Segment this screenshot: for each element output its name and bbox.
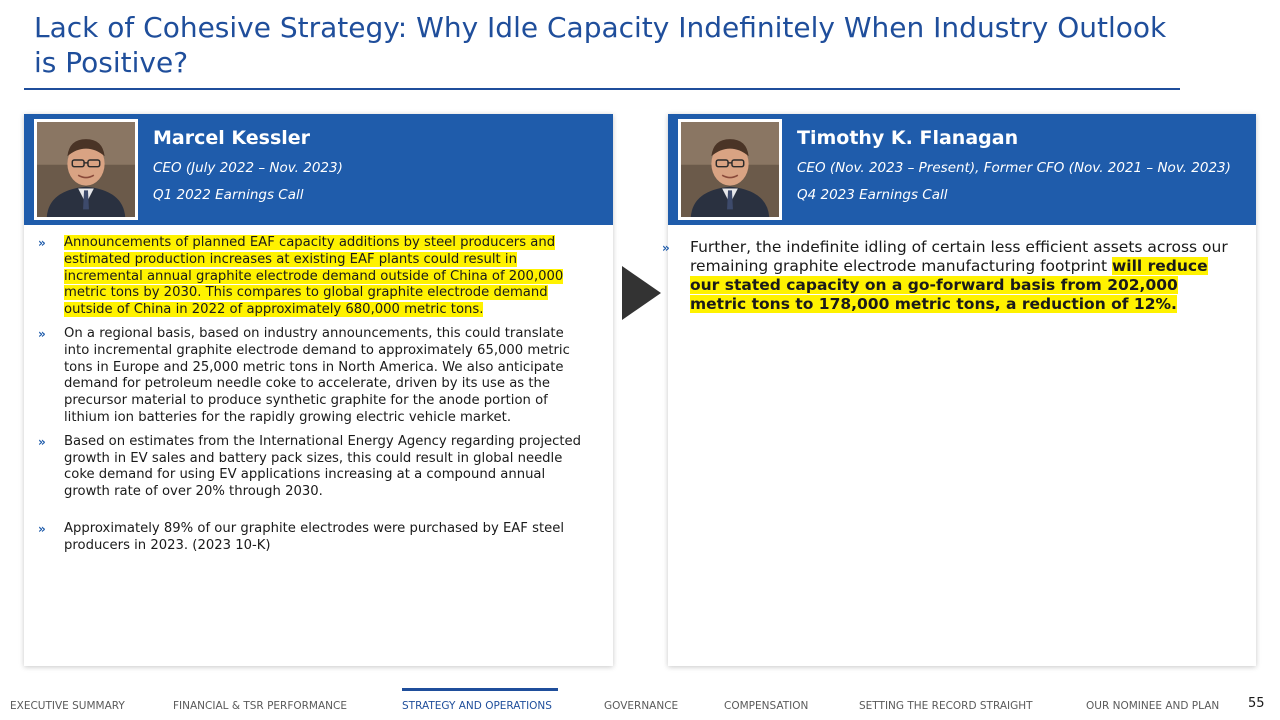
bullet-marker-icon: » <box>38 326 46 341</box>
bullet-marker-icon: » <box>38 521 46 536</box>
bullet-list-kessler: » Announcements of planned EAF capacity … <box>24 235 613 562</box>
list-item: » Further, the indefinite idling of cert… <box>662 238 1236 314</box>
bullet-list-flanagan: » Further, the indefinite idling of cert… <box>662 238 1256 321</box>
page-title: Lack of Cohesive Strategy: Why Idle Capa… <box>34 11 1167 79</box>
quote-source: Q1 2022 Earnings Call <box>153 187 304 203</box>
nav-governance[interactable]: GOVERNANCE <box>604 700 679 712</box>
panel-header-flanagan: Timothy K. Flanagan CEO (Nov. 2023 – Pre… <box>668 114 1256 225</box>
section-nav: EXECUTIVE SUMMARY FINANCIAL & TSR PERFOR… <box>0 688 1280 720</box>
list-item: » Based on estimates from the Internatio… <box>38 434 593 501</box>
list-item: » Approximately 89% of our graphite elec… <box>38 521 593 555</box>
quote-panel-flanagan: Timothy K. Flanagan CEO (Nov. 2023 – Pre… <box>662 114 1256 666</box>
bullet-marker-icon: » <box>38 434 46 449</box>
list-item: » On a regional basis, based on industry… <box>38 326 593 427</box>
kessler-photo <box>34 119 138 220</box>
quote-text: Approximately 89% of our graphite electr… <box>64 520 565 553</box>
quote-text: On a regional basis, based on industry a… <box>64 325 570 425</box>
nav-nominee-plan[interactable]: OUR NOMINEE AND PLAN <box>1086 700 1220 712</box>
nav-strategy-operations[interactable]: STRATEGY AND OPERATIONS <box>402 700 552 712</box>
bullet-marker-icon: » <box>38 236 46 250</box>
quote-text: Further, the indefinite idling of certai… <box>690 238 1228 275</box>
person-portrait-icon <box>681 122 779 217</box>
highlighted-quote: Announcements of planned EAF capacity ad… <box>64 235 564 318</box>
person-name: Marcel Kessler <box>153 127 311 149</box>
page-number: 55 <box>1248 696 1265 711</box>
person-portrait-icon <box>37 122 135 217</box>
nav-financial-tsr[interactable]: FINANCIAL & TSR PERFORMANCE <box>173 700 347 712</box>
active-section-indicator <box>402 688 558 691</box>
nav-record-straight[interactable]: SETTING THE RECORD STRAIGHT <box>859 700 1033 712</box>
quote-panel-kessler: Marcel Kessler CEO (July 2022 – Nov. 202… <box>24 114 613 666</box>
person-role: CEO (Nov. 2023 – Present), Former CFO (N… <box>797 160 1231 176</box>
nav-executive-summary[interactable]: EXECUTIVE SUMMARY <box>10 700 125 712</box>
right-arrow-icon <box>622 266 661 320</box>
person-name: Timothy K. Flanagan <box>797 127 1019 149</box>
nav-compensation[interactable]: COMPENSATION <box>724 700 809 712</box>
title-divider <box>24 88 1180 90</box>
flanagan-photo <box>678 119 782 220</box>
quote-text: Based on estimates from the Internationa… <box>64 433 582 500</box>
quote-source: Q4 2023 Earnings Call <box>797 187 948 203</box>
person-role: CEO (July 2022 – Nov. 2023) <box>153 160 343 176</box>
bullet-marker-icon: » <box>662 241 670 255</box>
panel-header-kessler: Marcel Kessler CEO (July 2022 – Nov. 202… <box>24 114 613 225</box>
list-item: » Announcements of planned EAF capacity … <box>38 235 593 319</box>
